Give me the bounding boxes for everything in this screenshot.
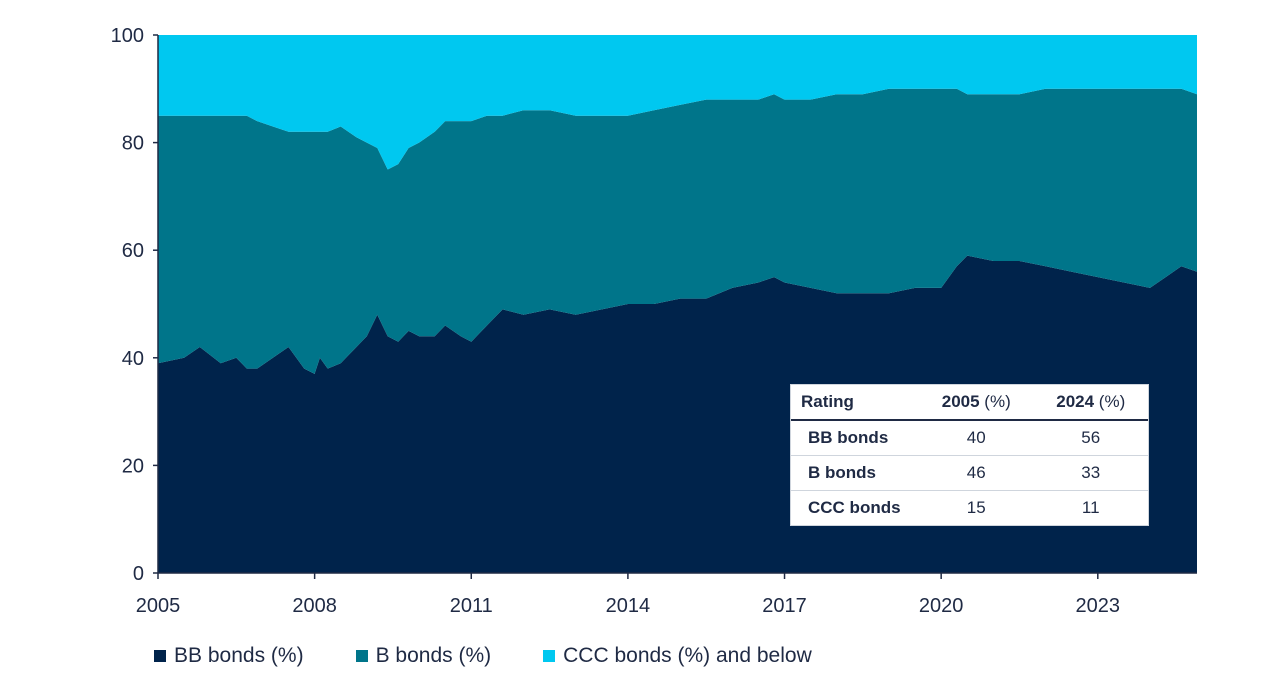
cell-rating: B bonds <box>791 455 919 491</box>
legend-item-ccc: CCC bonds (%) and below <box>543 644 812 668</box>
x-tick-label: 2020 <box>919 595 964 617</box>
y-tick-label: 80 <box>122 133 144 155</box>
header-2024-year: 2024 <box>1056 392 1095 411</box>
table-row: BB bonds 40 56 <box>791 420 1148 456</box>
header-rating: Rating <box>791 385 919 421</box>
rating-table: Rating 2005 (%) 2024 (%) BB bonds 40 56 … <box>791 385 1148 525</box>
legend-label-ccc: CCC bonds (%) and below <box>563 644 812 667</box>
cell-2005: 40 <box>919 420 1034 456</box>
legend-item-bb: BB bonds (%) <box>154 644 304 668</box>
x-tick-label: 2005 <box>136 595 181 617</box>
axes: 0 20 40 60 80 100 2005 2008 2011 2014 2017 2020 2023 <box>111 25 1197 617</box>
table-header-row: Rating 2005 (%) 2024 (%) <box>791 385 1148 421</box>
area-b-bonds <box>158 88 1197 374</box>
y-tick-label: 40 <box>122 348 144 370</box>
header-2005: 2005 (%) <box>919 385 1034 421</box>
x-tick-label: 2017 <box>762 595 807 617</box>
header-2005-year: 2005 <box>941 392 980 411</box>
x-tick-label: 2011 <box>450 595 493 617</box>
header-2005-unit: (%) <box>979 392 1011 411</box>
legend-swatch-bb <box>154 650 166 662</box>
legend-label-b: B bonds (%) <box>375 644 492 667</box>
legend-swatch-ccc <box>543 650 556 662</box>
table-row: B bonds 46 33 <box>791 455 1148 491</box>
cell-2005: 46 <box>919 455 1034 491</box>
y-tick-label: 0 <box>133 563 144 585</box>
inset-table: Rating 2005 (%) 2024 (%) BB bonds 40 56 … <box>790 384 1149 526</box>
area-ccc-bonds <box>158 35 1197 170</box>
y-tick-label: 20 <box>122 455 144 477</box>
y-tick-label: 60 <box>122 240 144 262</box>
header-2024-unit: (%) <box>1094 392 1126 411</box>
cell-2024: 11 <box>1081 498 1100 517</box>
legend-swatch-b <box>355 650 368 662</box>
cell-rating: CCC bonds <box>808 498 901 517</box>
table-row: CCC bonds 15 11 <box>791 491 1148 526</box>
cell-2024: 33 <box>1033 455 1148 491</box>
cell-rating: BB bonds <box>791 420 919 456</box>
legend-item-b: B bonds (%) <box>355 644 492 668</box>
x-tick-label: 2014 <box>606 595 651 617</box>
x-tick-label: 2023 <box>1076 595 1121 617</box>
cell-2005: 15 <box>966 498 986 517</box>
legend-label-bb: BB bonds (%) <box>174 644 304 667</box>
cell-2024: 56 <box>1033 420 1148 456</box>
y-tick-label: 100 <box>111 25 144 47</box>
legend: BB bonds (%) B bonds (%) CCC bonds (%) a… <box>154 644 864 668</box>
header-2024: 2024 (%) <box>1033 385 1148 421</box>
x-tick-label: 2008 <box>292 595 337 617</box>
